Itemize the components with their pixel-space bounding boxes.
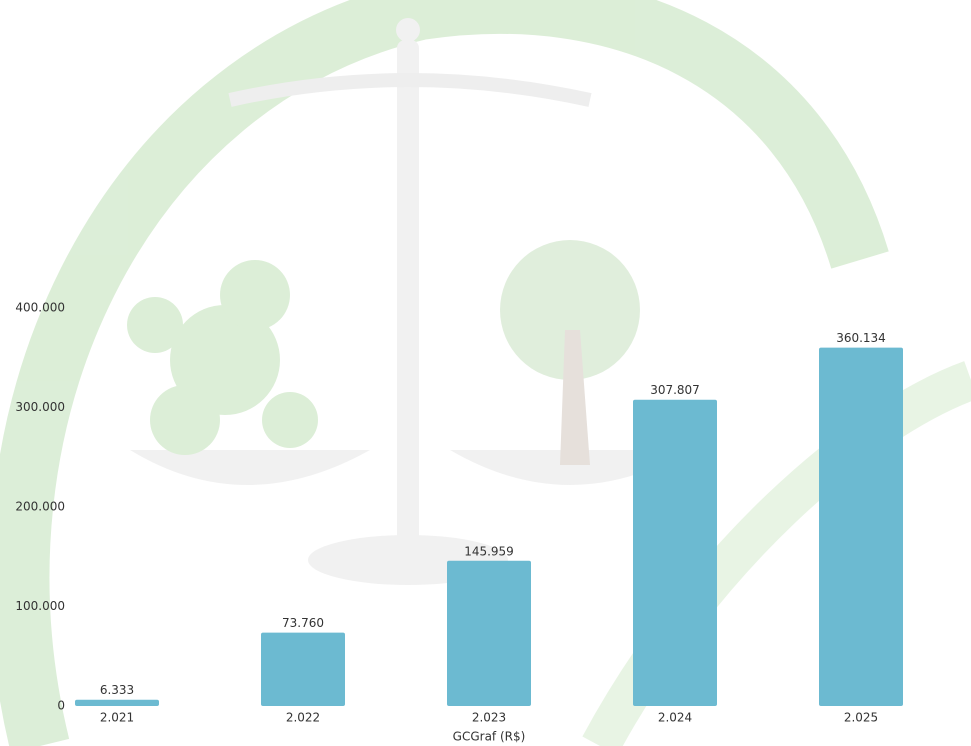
icon-circle	[220, 260, 290, 330]
x-tick-label: 2.022	[286, 711, 320, 725]
chart: 0 100.000 200.000 300.000 400.000 6.333 2.021 7…	[0, 0, 971, 746]
value-label: 360.134	[836, 331, 886, 345]
leaf-arc	[20, 4, 860, 746]
value-label: 6.333	[100, 683, 134, 697]
y-tick-label: 0	[57, 699, 65, 713]
bar	[75, 700, 159, 706]
scale-pan	[130, 450, 370, 485]
x-tick-label: 2.021	[100, 711, 134, 725]
y-tick-label: 300.000	[15, 400, 65, 414]
y-tick-label: 100.000	[15, 599, 65, 613]
bar	[261, 633, 345, 706]
x-tick-label: 2.025	[844, 711, 878, 725]
y-tick-label: 200.000	[15, 500, 65, 514]
x-tick-label: 2.023	[472, 711, 506, 725]
bar	[633, 400, 717, 706]
bar	[819, 348, 903, 706]
scale-pillar	[397, 40, 419, 560]
value-label: 145.959	[464, 544, 514, 558]
y-tick-label: 400.000	[15, 301, 65, 315]
x-axis-label: GCGraf (R$)	[453, 730, 526, 744]
bar	[447, 561, 531, 706]
value-label: 307.807	[650, 383, 700, 397]
scale-top	[396, 18, 420, 42]
value-label: 73.760	[282, 616, 324, 630]
icon-circle	[150, 385, 220, 455]
icon-circle	[262, 392, 318, 448]
x-tick-label: 2.024	[658, 711, 692, 725]
icon-circle	[127, 297, 183, 353]
